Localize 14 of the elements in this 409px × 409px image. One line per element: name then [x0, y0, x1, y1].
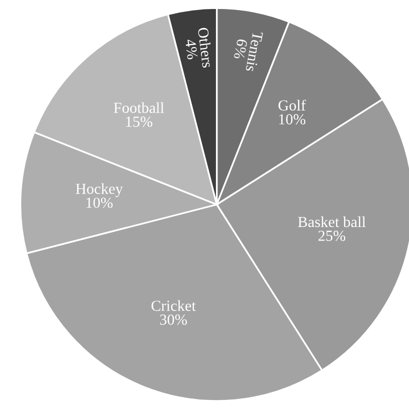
- slice-label: Hockey: [76, 183, 123, 198]
- slice-label: Cricket: [152, 300, 196, 311]
- data-label: 15%: [126, 116, 152, 127]
- slice-label: Others: [198, 27, 214, 68]
- data-label: 30%: [160, 314, 187, 325]
- slice-label: Golf: [278, 100, 306, 111]
- slice-label: Basket ball: [298, 216, 366, 228]
- data-label: 6%: [234, 38, 248, 60]
- data-label: 10%: [86, 198, 113, 208]
- data-label: 25%: [318, 230, 346, 242]
- slice-label: Tennis: [246, 31, 264, 72]
- slice-label: Football: [114, 102, 164, 114]
- data-label: 4%: [185, 38, 198, 60]
- data-label: 10%: [279, 114, 306, 125]
